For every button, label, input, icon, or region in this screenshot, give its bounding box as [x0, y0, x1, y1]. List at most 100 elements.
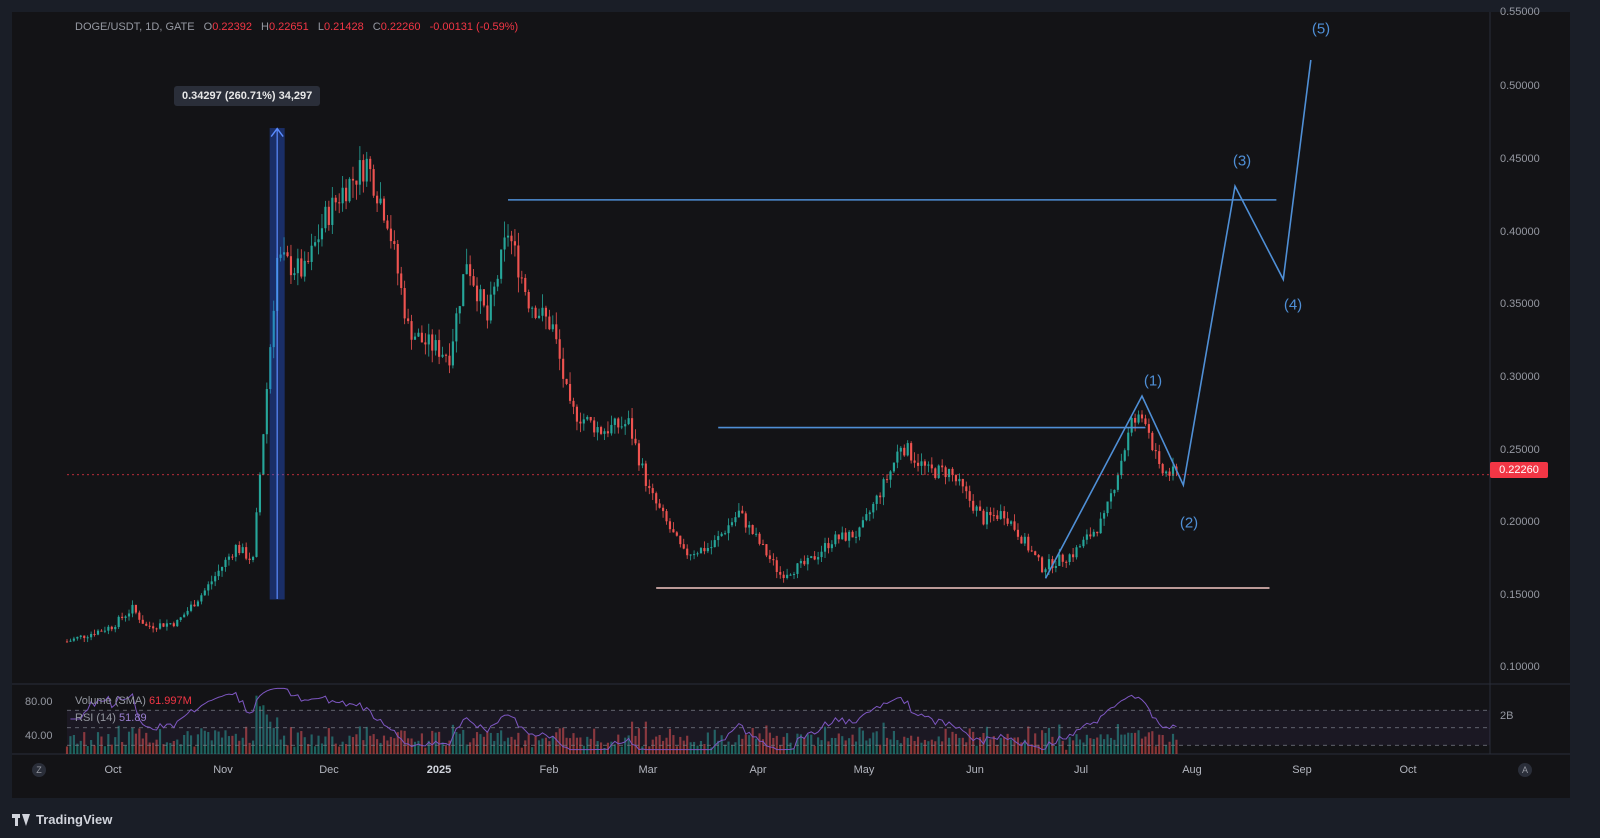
candle-body — [358, 160, 361, 185]
volume-bar — [90, 740, 93, 754]
volume-bar — [1023, 739, 1026, 754]
candle-body — [510, 235, 513, 242]
candle-body — [1161, 464, 1164, 474]
volume-bar — [376, 739, 379, 754]
measure-arrow-head — [270, 127, 284, 137]
symbol-name[interactable]: DOGE/USDT, 1D, GATE — [75, 21, 195, 33]
x-tick-label: Jul — [1073, 764, 1089, 776]
volume-bar — [1013, 737, 1016, 754]
volume-bar — [954, 733, 958, 754]
candle-body — [1082, 539, 1085, 547]
volume-bar — [148, 742, 151, 754]
x-tick-label: Jun — [966, 764, 984, 776]
volume-bar — [741, 738, 744, 754]
candle-body — [1103, 513, 1106, 519]
tradingview-logo-icon — [12, 813, 30, 826]
volume-bar — [107, 734, 110, 754]
volume-bar — [1082, 742, 1085, 754]
volume-bar — [448, 740, 451, 754]
volume-bars — [65, 695, 1178, 754]
candle-body — [617, 418, 620, 428]
rsi-indicator-label[interactable]: RSI (14) 51.89 — [75, 712, 147, 724]
candle-body — [238, 545, 241, 554]
candle-body — [475, 285, 479, 302]
candle-body — [303, 260, 306, 277]
candle-body — [376, 195, 379, 204]
candle-body — [1144, 418, 1147, 425]
volume-bar — [1171, 733, 1175, 754]
candle-body — [76, 636, 79, 639]
volume-bar — [1161, 735, 1164, 754]
candle-body — [941, 465, 944, 468]
volume-bar — [358, 726, 361, 754]
volume-indicator-label[interactable]: Volume (SMA) 61.997M — [75, 695, 192, 707]
volume-bar — [286, 745, 289, 754]
volume-bar — [613, 744, 616, 754]
candle-body — [145, 623, 148, 626]
volume-bar — [858, 727, 861, 754]
candle-body — [844, 532, 847, 541]
change-value: -0.00131 (-0.59%) — [429, 21, 519, 33]
volume-bar — [965, 742, 968, 754]
candle-body — [1151, 432, 1154, 451]
candle-body — [372, 169, 375, 196]
candle-body — [1099, 518, 1102, 534]
candle-body — [672, 529, 675, 533]
candle-body — [834, 534, 837, 545]
volume-bar — [761, 739, 765, 754]
volume-bar — [431, 730, 434, 754]
volume-bar — [1096, 737, 1099, 754]
candle-body — [872, 503, 875, 513]
volume-bar — [1027, 726, 1030, 754]
candle-body — [424, 342, 427, 345]
candle-body — [775, 560, 778, 572]
auto-scale-button[interactable]: A — [1518, 763, 1532, 777]
candle-body — [210, 581, 213, 585]
volume-bar — [985, 726, 989, 754]
volume-bar — [1120, 734, 1123, 754]
candle-body — [369, 158, 372, 170]
candle-body — [696, 553, 699, 555]
candle-body — [1116, 475, 1119, 490]
volume-bar — [455, 732, 458, 754]
volume-bar — [348, 735, 351, 754]
volume-bar — [413, 741, 417, 754]
candle-body — [255, 512, 258, 557]
candle-body — [500, 249, 503, 279]
volume-bar — [475, 732, 479, 754]
volume-bar — [947, 737, 951, 754]
volume-bar — [1109, 737, 1113, 754]
candle-body — [1130, 417, 1133, 433]
candle-body — [134, 604, 137, 613]
candle-body — [679, 535, 682, 545]
tradingview-logo[interactable]: TradingView — [12, 812, 112, 827]
volume-bar — [1054, 746, 1057, 754]
volume-bar — [203, 730, 206, 754]
candle-body — [1058, 554, 1061, 566]
volume-bar — [345, 744, 348, 754]
auto-scale-left-button[interactable]: Z — [32, 763, 46, 777]
candle-body — [382, 198, 386, 221]
candle-body — [158, 623, 162, 629]
candle-body — [1072, 554, 1075, 558]
candle-body — [1030, 550, 1033, 552]
candle-body — [165, 623, 168, 627]
candle-body — [920, 461, 923, 466]
candles — [65, 146, 1178, 643]
volume-bar — [806, 734, 809, 754]
candle-body — [396, 244, 399, 274]
volume-bar — [196, 734, 199, 754]
y-tick-label: 0.25000 — [1500, 444, 1540, 456]
candle-body — [517, 245, 520, 278]
candle-body — [114, 626, 117, 630]
candle-body — [162, 623, 165, 627]
candle-body — [693, 554, 696, 556]
volume-bar — [593, 728, 596, 754]
chart-canvas[interactable] — [12, 12, 1570, 798]
candle-body — [1089, 534, 1092, 537]
rsi-tick-label: 40.00 — [25, 730, 53, 742]
volume-bar — [823, 726, 827, 754]
candle-body — [183, 614, 186, 618]
volume-bar — [234, 733, 237, 754]
volume-bar — [1116, 724, 1119, 754]
